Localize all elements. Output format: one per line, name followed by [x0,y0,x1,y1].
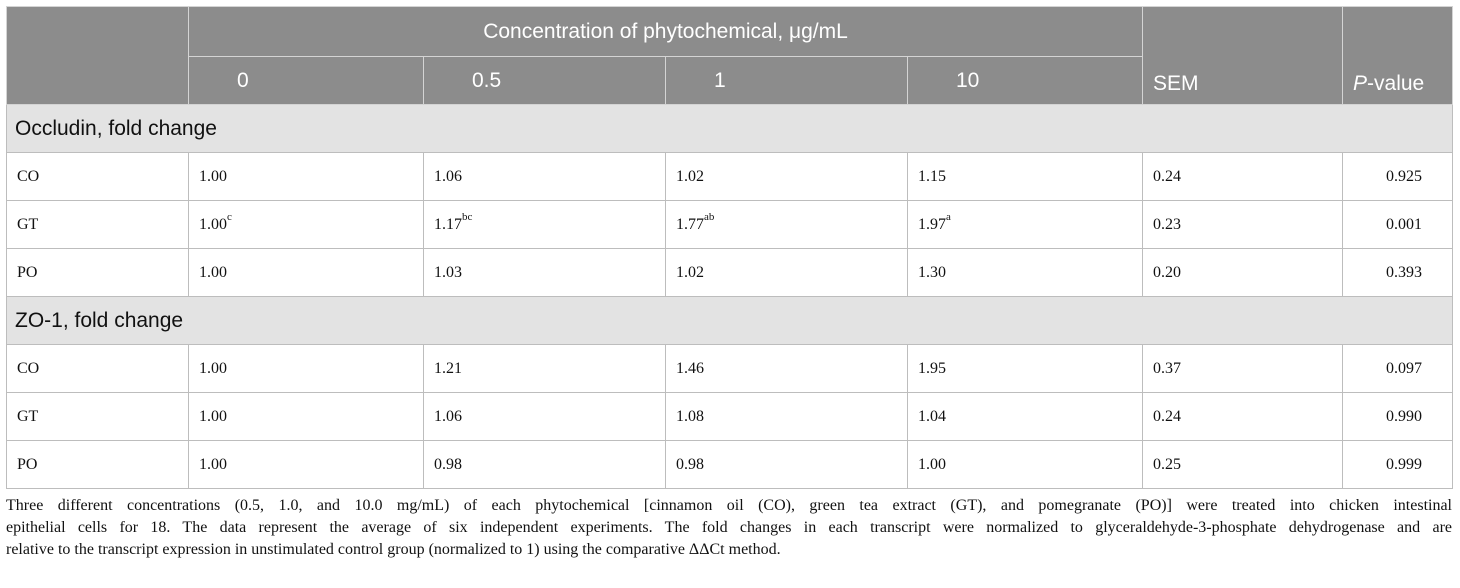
group-header-zo1: ZO-1, fold change [6,296,1453,345]
table-figure: Concentration of phytochemical, μg/mL SE… [6,6,1454,561]
header-corner-cell [6,6,189,105]
row-label: GT [6,200,189,249]
table-footnote: Three different concentrations (0.5, 1.0… [6,495,1452,561]
sem-cell: 0.24 [1142,392,1343,441]
value-cell: 1.06 [423,392,666,441]
footnote-line: Three different concentrations (0.5, 1.0… [6,497,1452,514]
value-cell: 1.06 [423,152,666,201]
value-cell: 1.02 [665,248,908,297]
p-value-cell: 0.990 [1342,392,1453,441]
sem-cell: 0.23 [1142,200,1343,249]
value-cell: 1.15 [907,152,1143,201]
value-cell: 0.98 [423,440,666,489]
table-row: CO 1.00 1.06 1.02 1.15 0.24 0.925 [6,152,1453,201]
value-cell: 1.46 [665,344,908,393]
group-title: ZO-1, fold change [6,296,1453,345]
value-cell: 1.95 [907,344,1143,393]
value-cell: 1.08 [665,392,908,441]
sem-cell: 0.20 [1142,248,1343,297]
value-cell: 1.00c [188,200,424,249]
conc-col-10: 10 [907,56,1143,105]
value-cell: 1.21 [423,344,666,393]
table-row: CO 1.00 1.21 1.46 1.95 0.37 0.097 [6,344,1453,393]
value-cell: 1.00 [188,248,424,297]
row-label: PO [6,248,189,297]
footnote-line: relative to the transcript expression in… [6,541,781,558]
table-row: GT 1.00 1.06 1.08 1.04 0.24 0.990 [6,392,1453,441]
table-row: GT 1.00c 1.17bc 1.77ab 1.97a 0.23 0.001 [6,200,1453,249]
header-row-concentrations: 0 0.5 1 10 [7,56,1453,105]
group-title: Occludin, fold change [6,104,1453,153]
value-cell: 1.03 [423,248,666,297]
table-row: PO 1.00 1.03 1.02 1.30 0.20 0.393 [6,248,1453,297]
value-cell: 1.02 [665,152,908,201]
value-cell: 1.00 [907,440,1143,489]
concentration-header: Concentration of phytochemical, μg/mL [188,6,1143,57]
table-row: PO 1.00 0.98 0.98 1.00 0.25 0.999 [6,440,1453,489]
value-cell: 0.98 [665,440,908,489]
sem-cell: 0.37 [1142,344,1343,393]
conc-col-0: 0 [188,56,424,105]
footnote-line: epithelial cells for 18. The data repres… [6,519,1452,536]
value-cell: 1.77ab [665,200,908,249]
p-letter: P [1353,72,1368,95]
sem-header: SEM [1142,6,1343,105]
row-label: GT [6,392,189,441]
p-value-cell: 0.925 [1342,152,1453,201]
sem-cell: 0.24 [1142,152,1343,201]
conc-col-0-5: 0.5 [423,56,666,105]
p-value-header: P-value [1342,6,1453,105]
row-label: CO [6,152,189,201]
data-table: Concentration of phytochemical, μg/mL SE… [6,6,1453,489]
value-cell: 1.00 [188,392,424,441]
row-label: CO [6,344,189,393]
group-header-occludin: Occludin, fold change [6,104,1453,153]
value-cell: 1.00 [188,344,424,393]
value-cell: 1.04 [907,392,1143,441]
conc-col-1: 1 [665,56,908,105]
value-cell: 1.00 [188,440,424,489]
header-row-top: Concentration of phytochemical, μg/mL SE… [6,6,1453,105]
value-cell: 1.00 [188,152,424,201]
p-value-cell: 0.393 [1342,248,1453,297]
p-value-cell: 0.001 [1342,200,1453,249]
value-cell: 1.97a [907,200,1143,249]
row-label: PO [6,440,189,489]
sem-cell: 0.25 [1142,440,1343,489]
value-cell: 1.30 [907,248,1143,297]
p-value-cell: 0.097 [1342,344,1453,393]
p-value-suffix: -value [1367,72,1425,95]
value-cell: 1.17bc [423,200,666,249]
p-value-cell: 0.999 [1342,440,1453,489]
